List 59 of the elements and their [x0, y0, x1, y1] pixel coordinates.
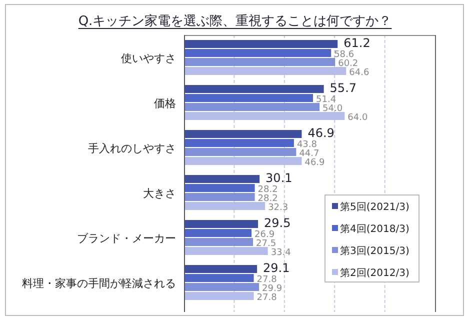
bar [184, 157, 302, 165]
chart-title: Q.キッチン家電を選ぶ際、重視することは何ですか？ [78, 13, 392, 29]
data-label: 44.7 [299, 149, 320, 159]
bar [184, 85, 324, 93]
bar [184, 247, 268, 255]
bar [184, 265, 258, 273]
legend-label: 第5回(2021/3) [340, 201, 410, 213]
data-label: 51.4 [316, 95, 336, 105]
bar [184, 112, 345, 120]
data-label: 46.9 [308, 126, 334, 140]
data-label: 64.6 [349, 68, 370, 78]
bar [184, 283, 260, 291]
data-label: 32.3 [268, 203, 288, 213]
data-label: 33.4 [270, 248, 292, 258]
data-label: 29.9 [262, 284, 282, 294]
data-label: 26.9 [254, 230, 275, 240]
bar [184, 220, 258, 228]
data-label: 30.1 [266, 171, 292, 185]
bar [184, 202, 266, 210]
bar [184, 148, 296, 156]
y-tick-label: 手入れのしやすさ [88, 142, 176, 155]
legend-label: 第3回(2015/3) [340, 245, 410, 257]
bar [184, 94, 314, 102]
y-tick-label: 大きさ [143, 187, 176, 200]
y-tick-label: 価格 [154, 97, 176, 110]
bar [184, 184, 255, 192]
data-label: 46.9 [304, 158, 326, 168]
bar [184, 49, 332, 57]
data-label: 58.6 [334, 50, 354, 60]
data-label: 29.5 [264, 216, 291, 230]
bar [184, 175, 260, 183]
bar [184, 67, 346, 75]
data-label: 43.8 [296, 140, 318, 150]
data-label: 61.2 [344, 36, 370, 50]
bar [184, 58, 336, 66]
bar [184, 139, 294, 147]
data-label: 27.8 [256, 275, 278, 285]
data-label: 27.8 [256, 293, 278, 303]
bar [184, 130, 302, 138]
data-label: 29.1 [263, 261, 290, 275]
bar [184, 292, 254, 300]
data-label: 54.0 [322, 104, 343, 114]
y-tick-label: ブランド・メーカー [77, 232, 176, 245]
data-label: 28.2 [258, 194, 278, 204]
legend-label: 第2回(2012/3) [340, 267, 410, 279]
data-label: 64.0 [348, 113, 368, 123]
bar [184, 103, 320, 111]
bar [184, 274, 254, 282]
data-label: 55.7 [330, 81, 357, 95]
bar [184, 40, 338, 48]
bar [184, 238, 254, 246]
data-label: 28.2 [258, 185, 278, 195]
data-label: 60.2 [338, 59, 358, 69]
bar [184, 193, 255, 201]
data-label: 27.5 [256, 239, 276, 249]
y-tick-label: 料理・家事の手間が軽減される [22, 277, 176, 290]
bar [184, 229, 252, 237]
y-tick-label: 使いやすさ [121, 52, 176, 65]
legend-label: 第4回(2018/3) [340, 223, 410, 235]
